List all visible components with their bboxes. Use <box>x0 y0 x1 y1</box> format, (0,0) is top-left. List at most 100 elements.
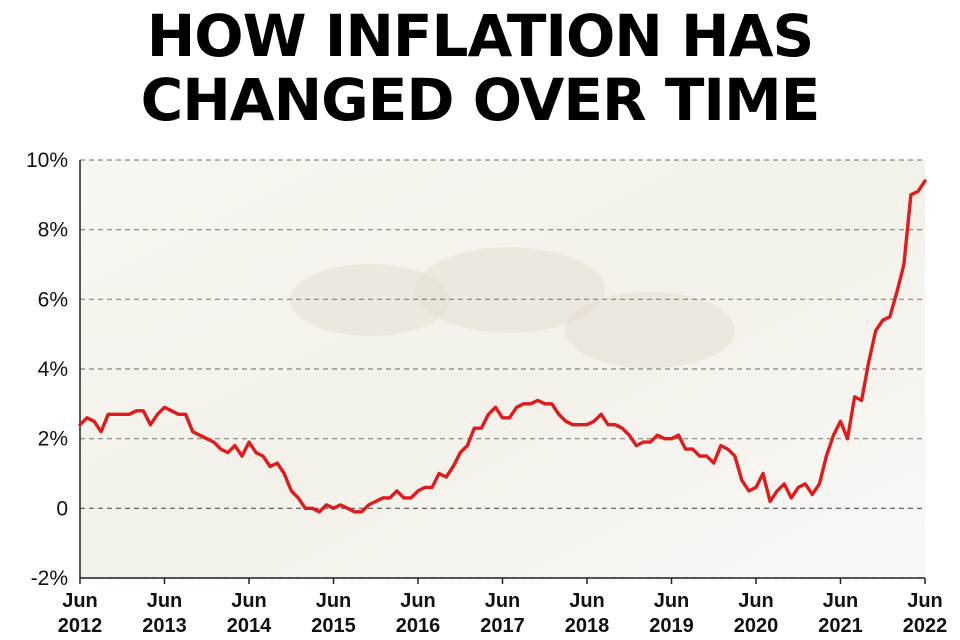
data-point <box>902 263 906 266</box>
data-point <box>254 451 258 454</box>
data-point <box>149 423 152 427</box>
x-tick-label-year: 2022 <box>903 615 948 637</box>
data-point <box>663 437 666 441</box>
x-tick-label-month: Jun <box>907 590 943 612</box>
data-point <box>761 472 765 475</box>
data-point <box>451 465 455 468</box>
data-point <box>719 444 723 448</box>
data-point <box>416 489 420 493</box>
data-point <box>141 409 145 413</box>
data-point <box>881 318 885 322</box>
x-tick-label-month: Jun <box>654 590 690 612</box>
data-point <box>303 506 307 510</box>
data-point <box>134 409 138 413</box>
data-point <box>874 329 878 333</box>
data-point <box>916 189 920 193</box>
x-tick-label-month: Jun <box>316 590 352 612</box>
data-point <box>247 440 251 444</box>
data-point <box>184 412 188 416</box>
data-point <box>909 193 913 197</box>
data-point <box>571 423 575 427</box>
data-point <box>367 503 371 507</box>
x-tick-label-year: 2018 <box>565 615 610 637</box>
data-point <box>923 179 927 183</box>
data-point <box>423 486 427 489</box>
x-tick-label-year: 2015 <box>311 615 356 637</box>
series-group <box>78 179 927 514</box>
data-point <box>444 475 448 479</box>
y-tick-label: 6% <box>38 288 68 311</box>
data-point <box>550 402 554 406</box>
data-point <box>578 423 582 427</box>
data-point <box>613 423 617 427</box>
data-point <box>479 426 483 430</box>
x-tick-label-year: 2012 <box>58 615 103 637</box>
data-point <box>85 416 89 420</box>
data-point <box>78 423 82 427</box>
data-point <box>409 496 413 500</box>
data-point <box>712 461 716 465</box>
data-point <box>684 447 687 451</box>
data-point <box>233 444 237 448</box>
data-point <box>557 412 561 416</box>
data-point <box>564 419 568 423</box>
data-point <box>240 454 244 458</box>
data-point <box>127 412 131 416</box>
data-point <box>867 360 871 364</box>
data-point <box>839 419 842 423</box>
data-point <box>796 486 800 489</box>
data-point <box>494 405 497 409</box>
data-point <box>536 398 540 402</box>
data-point <box>360 510 364 514</box>
data-point <box>374 499 378 503</box>
x-tick-label-year: 2013 <box>142 615 187 637</box>
data-point <box>120 412 124 416</box>
data-point <box>768 499 772 503</box>
data-point <box>381 496 385 500</box>
chart-title: HOW INFLATION HAS CHANGED OVER TIME <box>0 0 960 132</box>
data-point <box>606 423 610 427</box>
x-tick-label-month: Jun <box>400 590 436 612</box>
data-point <box>634 444 638 448</box>
data-point <box>620 426 624 430</box>
data-point <box>691 447 695 451</box>
data-point <box>339 503 342 507</box>
x-tick-label-year: 2017 <box>480 615 525 637</box>
data-point <box>177 412 180 416</box>
data-point <box>99 430 103 434</box>
data-point <box>205 437 209 441</box>
x-tick-label-year: 2019 <box>649 615 694 637</box>
data-point <box>803 482 807 486</box>
data-point <box>810 493 814 496</box>
data-point <box>92 419 96 423</box>
data-point <box>775 489 779 493</box>
data-point <box>740 479 744 482</box>
data-point <box>698 454 702 458</box>
data-point <box>395 489 399 493</box>
background-coin-1 <box>415 247 605 333</box>
data-point <box>289 489 293 493</box>
data-point <box>275 461 279 465</box>
data-point <box>529 402 533 406</box>
data-point <box>346 506 349 510</box>
data-point <box>782 482 786 486</box>
y-tick-label: 4% <box>38 358 68 381</box>
data-point <box>585 423 589 427</box>
data-point <box>318 510 321 514</box>
data-point <box>226 451 230 454</box>
data-point <box>198 433 202 437</box>
data-point <box>853 395 856 399</box>
x-tick-label-year: 2020 <box>734 615 779 637</box>
data-point <box>817 482 821 486</box>
data-point <box>353 510 357 514</box>
data-point <box>296 496 300 500</box>
y-tick-label: -2% <box>31 567 68 590</box>
background-coin-0 <box>290 264 450 336</box>
data-point <box>522 402 526 406</box>
data-point <box>670 437 673 441</box>
data-point <box>641 440 645 444</box>
x-tick-label-month: Jun <box>147 590 183 612</box>
data-point <box>515 405 518 409</box>
data-point <box>895 290 899 294</box>
